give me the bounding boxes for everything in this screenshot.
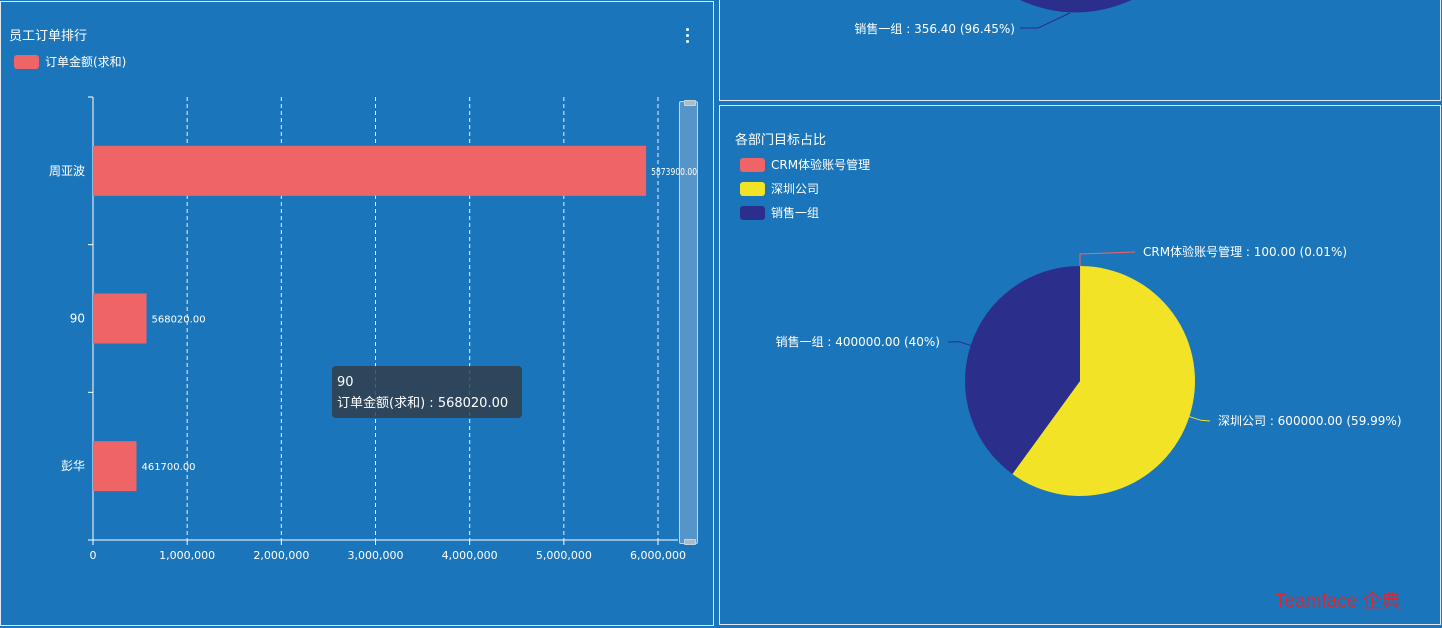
x-tick-label: 3,000,000 [348, 549, 404, 562]
pie-slice-label: 深圳公司 : 600000.00 (59.99%) [1218, 414, 1402, 428]
bar-chart-panel: 员工订单排行 订单金额(求和) [0, 1, 714, 626]
top-pie-panel [719, 0, 1441, 101]
pie-label-line [1189, 416, 1211, 422]
x-tick-label: 6,000,000 [630, 549, 686, 562]
more-options-icon[interactable] [677, 24, 697, 46]
bar-data-label: 461700.00 [141, 462, 195, 473]
top-pie-label-line [1020, 12, 1071, 29]
pie-legend-label: 销售一组 [771, 206, 820, 220]
y-category-label: 彭华 [61, 459, 85, 473]
teamface-watermark: Teamface 企典 [1275, 591, 1401, 612]
bar-tooltip: 90 订单金额(求和) : 568020.00 [332, 366, 522, 418]
pie-legend-swatch [740, 181, 765, 196]
top-pie-slice [1020, 0, 1132, 13]
zoom-handle-bottom[interactable] [684, 539, 696, 545]
tooltip-name: 90 [337, 375, 354, 390]
x-tick-label: 1,000,000 [159, 549, 215, 562]
x-tick-label: 4,000,000 [442, 549, 498, 562]
tooltip-value-line: 订单金额(求和) : 568020.00 [337, 396, 509, 411]
pie-slice-label: CRM体验账号管理 : 100.00 (0.01%) [1143, 244, 1347, 259]
tooltip-series: 订单金额(求和) [337, 396, 426, 411]
pie-legend-swatch [740, 205, 765, 220]
x-tick-label: 2,000,000 [253, 549, 309, 562]
pie-legend-label: 深圳公司 [771, 182, 820, 196]
pie-label-line [1079, 251, 1136, 267]
x-tick-label: 5,000,000 [536, 549, 592, 562]
pie-legend-label: CRM体验账号管理 [771, 158, 871, 172]
bar-data-label: 568020.00 [151, 315, 205, 326]
pie-label-line [947, 341, 971, 346]
bar-legend-item[interactable]: 订单金额(求和) [14, 53, 126, 70]
zoom-handle-top[interactable] [684, 100, 696, 106]
bar-data-label: 5873900.00 [651, 167, 697, 178]
bar-chart-title: 员工订单排行 [9, 29, 88, 44]
pie-slice-label: 销售一组 : 400000.00 (40%) [776, 334, 940, 349]
top-pie-label: 销售一组 : 356.40 (96.45%) [854, 21, 1015, 36]
y-category-label: 90 [70, 312, 85, 326]
bar [93, 441, 137, 492]
pie-legend-item-0[interactable]: CRM体验账号管理 [740, 156, 870, 173]
pie-slice [965, 266, 1080, 475]
pie-slice [1012, 266, 1195, 496]
pie-legend-item-1[interactable]: 深圳公司 [740, 180, 819, 197]
bar-legend-label: 订单金额(求和) [45, 55, 127, 69]
bar [93, 145, 647, 196]
pie-legend-item-2[interactable]: 销售一组 [740, 204, 819, 221]
y-category-label: 周亚波 [49, 164, 85, 178]
x-tick-label: 0 [90, 549, 97, 562]
tooltip-value: 568020.00 [437, 396, 509, 411]
pie-chart-title: 各部门目标占比 [735, 133, 827, 148]
pie-legend-swatch [740, 157, 765, 172]
pie-chart-panel: 各部门目标占比 CRM体验账号管理 深圳公司 销售一组 [719, 105, 1441, 625]
bar [93, 293, 147, 344]
bar-legend-swatch [14, 54, 39, 69]
zoom-slider[interactable] [679, 100, 698, 545]
